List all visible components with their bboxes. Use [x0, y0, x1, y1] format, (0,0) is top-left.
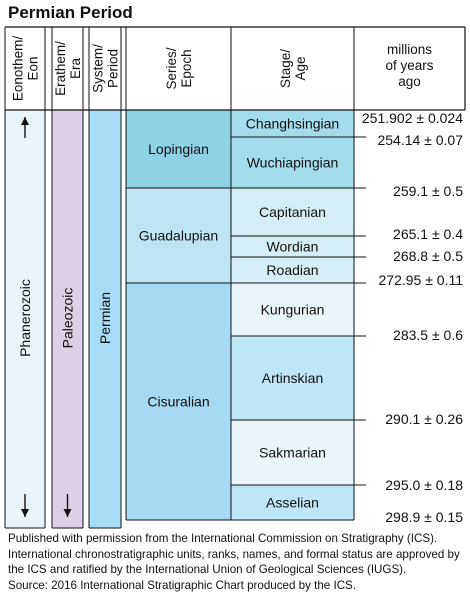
header-epoch: Series/Epoch [164, 47, 194, 89]
epoch-label: Cisuralian [147, 394, 209, 410]
stage-fill [231, 188, 354, 236]
header-period: System/Period [91, 44, 121, 93]
source-note: Source: 2016 International Stratigraphic… [8, 578, 357, 592]
epoch-label: Guadalupian [139, 228, 218, 244]
arrow-down-icon [21, 494, 29, 517]
permission-note: Published with permission from the Inter… [8, 532, 460, 576]
eon-label: Phanerozoic [17, 279, 33, 357]
epoch-fill [126, 188, 231, 283]
period-fill [89, 110, 121, 528]
age-label: 268.8 ± 0.5 [393, 248, 463, 264]
page-title: Permian Period [8, 3, 133, 22]
stage-fill [231, 336, 354, 420]
stage-fill [231, 257, 354, 283]
stage-fill [231, 110, 354, 137]
stage-label: Kungurian [261, 302, 325, 318]
eon-fill [5, 110, 45, 528]
stage-fill [231, 283, 354, 336]
age-label: 295.0 ± 0.18 [385, 477, 463, 493]
header-era: Erathem/Era [53, 41, 83, 96]
age-label: 298.9 ± 0.15 [385, 509, 463, 525]
age-label: 251.902 ± 0.024 [362, 110, 463, 126]
stage-label: Capitanian [259, 204, 326, 220]
era-label: Paleozoic [60, 288, 76, 349]
header-eon: Eonothem/Eon [11, 36, 41, 102]
arrow-down-icon [63, 494, 72, 517]
header-stage: Stage/Age [278, 49, 308, 88]
age-label: 254.14 ± 0.07 [377, 132, 463, 148]
stage-fill [231, 420, 354, 485]
era-fill [52, 110, 83, 528]
period-label: Permian [97, 292, 113, 344]
epoch-fill [126, 110, 231, 188]
stage-label: Asselian [266, 495, 319, 511]
stage-fill [231, 485, 354, 520]
stage-label: Sakmarian [259, 445, 326, 461]
header-age: millions of years ago [385, 42, 433, 89]
age-label: 259.1 ± 0.5 [393, 183, 463, 199]
epoch-fill [126, 283, 231, 520]
stage-label: Changhsingian [246, 116, 339, 132]
epoch-label: Lopingian [148, 141, 209, 157]
stage-fill [231, 236, 354, 257]
permian-timescale-diagram: Eonothem/Eon Erathem/Era System/Period Seri… [4, 26, 466, 529]
age-label: 272.95 ± 0.11 [379, 272, 464, 288]
stage-label: Artinskian [262, 370, 323, 386]
age-label: 265.1 ± 0.4 [393, 226, 463, 242]
stage-label: Wuchiapingian [247, 155, 339, 171]
stage-fill [231, 137, 354, 188]
stage-label: Roadian [266, 262, 318, 278]
arrow-up-icon [21, 117, 29, 138]
age-label: 290.1 ± 0.26 [385, 411, 463, 427]
stage-label: Wordian [267, 239, 319, 255]
age-label: 283.5 ± 0.6 [393, 327, 463, 343]
